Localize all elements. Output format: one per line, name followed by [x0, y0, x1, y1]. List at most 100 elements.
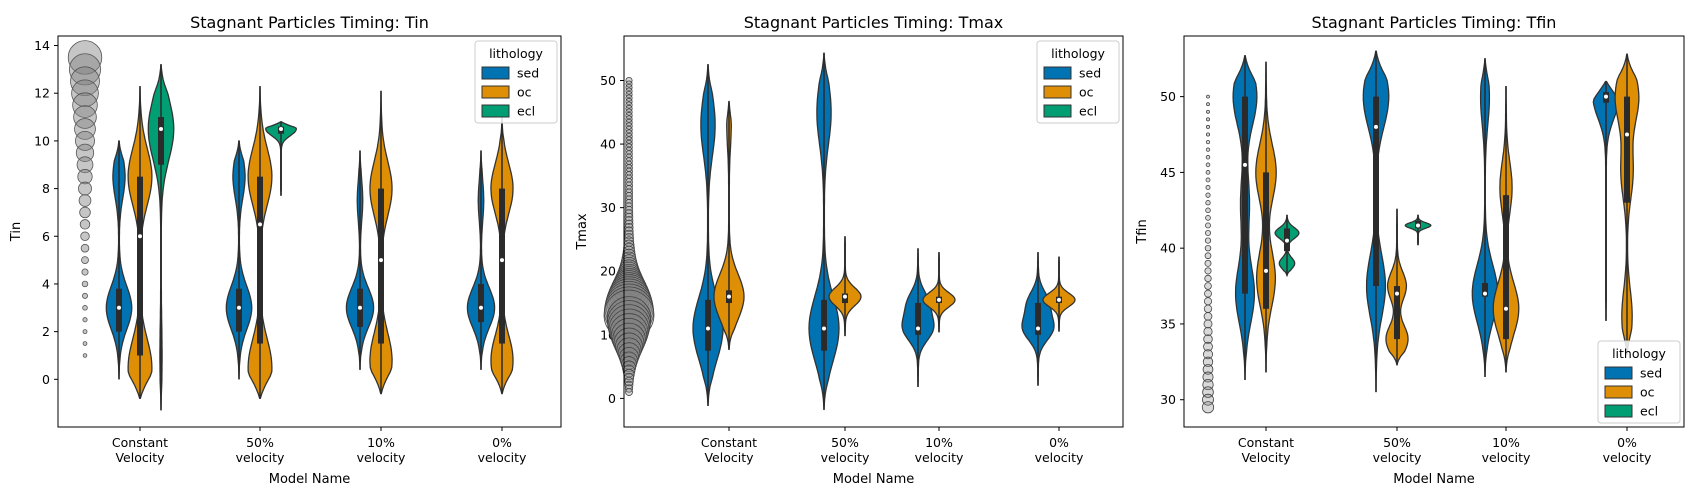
legend-swatch-ecl — [1604, 404, 1633, 418]
legend-label-ecl: ecl — [1079, 104, 1097, 119]
legend-label-ecl: ecl — [517, 104, 535, 119]
size-bubble — [1205, 162, 1211, 168]
y-tick-label: 12 — [34, 86, 50, 101]
violin-iqr-box — [1263, 172, 1269, 309]
violin-median — [1483, 291, 1487, 296]
size-bubble — [81, 268, 89, 276]
violin-iqr-box — [116, 288, 122, 332]
y-tick-label: 10 — [34, 133, 50, 148]
size-bubble — [80, 243, 90, 253]
y-tick-label: 0 — [42, 372, 50, 387]
y-tick-label: 45 — [1160, 165, 1176, 180]
size-bubble — [1202, 371, 1214, 383]
chart-panel-3: Stagnant Particles Timing: Tfin Tfin Model… — [1135, 13, 1685, 487]
violin-iqr-box — [1624, 96, 1630, 203]
size-bubble — [1203, 312, 1213, 321]
legend-label-sed: sed — [1640, 366, 1662, 381]
size-bubble — [1202, 364, 1214, 375]
size-bubble — [1203, 304, 1213, 313]
size-bubble — [76, 156, 94, 174]
size-bubble — [1203, 319, 1213, 329]
violin-median — [500, 258, 504, 263]
violin-median — [727, 294, 731, 299]
violin-iqr-box — [1242, 96, 1248, 294]
chart-panel-1: Stagnant Particles Timing: Tin Tin Model N… — [9, 13, 562, 487]
size-bubble — [82, 292, 88, 299]
x-tick-label: velocity — [915, 450, 964, 465]
violin-median — [379, 258, 383, 263]
x-tick-label: velocity — [236, 450, 285, 465]
legend-swatch-sed — [1043, 66, 1072, 80]
size-bubble — [67, 40, 103, 75]
size-bubble — [75, 143, 95, 162]
violin-median — [916, 326, 920, 331]
violin-iqr-box — [378, 188, 384, 344]
y-tick-label: 50 — [600, 73, 616, 88]
size-bubble — [1201, 401, 1215, 414]
violin-iqr-box — [821, 299, 827, 351]
violin-median — [1264, 268, 1268, 273]
x-tick-label: velocity — [357, 450, 406, 465]
size-bubble — [610, 272, 648, 309]
x-tick-label: 10% — [367, 435, 395, 450]
x-tick-label: velocity — [1603, 450, 1652, 465]
size-bubble — [624, 376, 634, 387]
violin-iqr-box — [1394, 286, 1400, 340]
violin-median — [479, 305, 483, 310]
size-bubble — [1203, 326, 1213, 337]
size-bubble — [1205, 132, 1211, 137]
size-bubble — [82, 317, 88, 323]
violin-median — [1243, 162, 1247, 167]
y-tick-label: 40 — [1160, 241, 1176, 256]
violin-median — [706, 326, 710, 331]
size-bubble — [1203, 341, 1213, 352]
size-bubble — [82, 305, 88, 311]
violin-median — [358, 305, 362, 310]
chart-title: Stagnant Particles Timing: Tfin — [1312, 13, 1557, 32]
violin-iqr-box — [499, 188, 505, 344]
size-bubble — [1205, 147, 1211, 152]
y-tick-label: 30 — [600, 200, 616, 215]
x-tick-label: 0% — [1617, 435, 1637, 450]
y-tick-label: 35 — [1160, 316, 1176, 331]
size-bubble — [82, 353, 88, 358]
y-tick-label: 40 — [600, 137, 616, 152]
legend-label-ecl: ecl — [1640, 404, 1658, 419]
size-bubble — [624, 219, 634, 229]
size-bubble — [1206, 94, 1210, 99]
size-bubble — [68, 53, 102, 86]
violin-iqr-box — [1373, 96, 1379, 287]
size-bubble — [1205, 139, 1211, 145]
violin-median — [822, 326, 826, 331]
size-bubble — [70, 66, 100, 97]
size-bubble — [1202, 349, 1214, 360]
size-bubble — [610, 317, 648, 355]
violin-median — [1374, 124, 1378, 129]
y-tick-label: 20 — [600, 264, 616, 279]
size-bubble — [624, 229, 634, 240]
size-bubble — [1204, 289, 1212, 298]
size-bubble — [1205, 124, 1211, 129]
legend-swatch-oc — [1043, 85, 1072, 99]
size-bubble — [1205, 155, 1211, 160]
axes-frame — [57, 35, 562, 428]
x-axis-label: Model Name — [833, 472, 915, 487]
legend-swatch-ecl — [481, 104, 510, 118]
x-tick-label: Velocity — [1241, 450, 1291, 465]
size-bubble — [625, 388, 633, 396]
size-bubble — [1206, 117, 1210, 122]
size-bubble — [1205, 170, 1211, 175]
chart-title: Stagnant Particles Timing: Tin — [190, 13, 429, 32]
size-bubble — [1204, 229, 1212, 237]
violin-iqr-box — [1482, 283, 1488, 297]
violin-median — [237, 305, 241, 310]
legend-label-oc: oc — [1079, 85, 1094, 100]
size-bubble — [624, 226, 634, 236]
y-axis-label: Tfin — [1135, 219, 1150, 244]
x-tick-label: Constant — [701, 435, 757, 450]
legend-label-oc: oc — [1640, 385, 1655, 400]
violin-median — [258, 222, 262, 227]
violin-iqr-box — [705, 299, 711, 351]
violin-iqr-box — [1503, 195, 1509, 340]
